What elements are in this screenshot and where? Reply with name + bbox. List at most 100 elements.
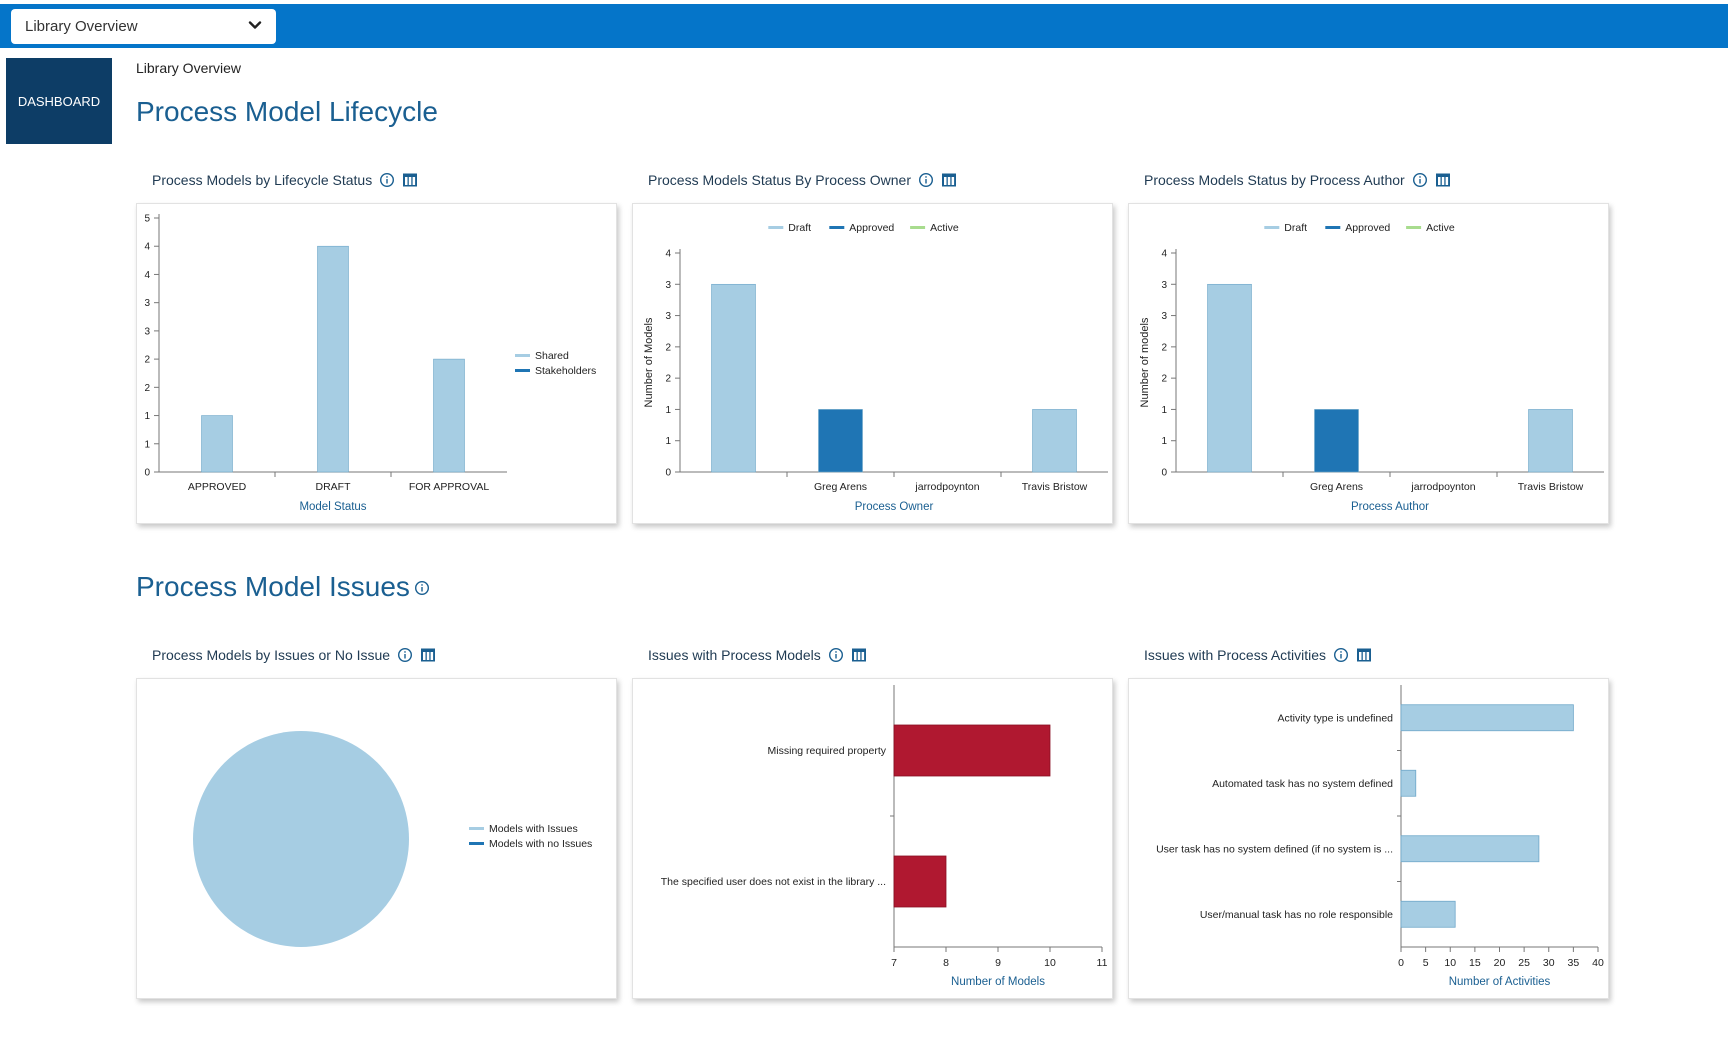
legend-label-active: Active — [1426, 222, 1455, 234]
panel-title-lifecycle: Process Models by Lifecycle Status — [152, 172, 418, 188]
x-tick-label: 0 — [1398, 957, 1404, 969]
y-tick-label: 1 — [144, 439, 150, 450]
legend-label-approved: Approved — [849, 222, 894, 234]
panel-title-owner-text: Process Models Status By Process Owner — [648, 172, 911, 188]
dashboard-nav-label: DASHBOARD — [17, 93, 101, 109]
panel-title-issues-pie-text: Process Models by Issues or No Issue — [152, 647, 391, 663]
y-axis-title: Number of models — [1139, 317, 1151, 407]
x-tick-label: 11 — [1097, 957, 1108, 969]
legend-label: Models with Issues — [489, 823, 578, 835]
owner-info-icon[interactable] — [918, 172, 934, 188]
x-tick-label: FOR APPROVAL — [409, 481, 489, 493]
panel-title-activity-issues-text: Issues with Process Activities — [1144, 647, 1327, 663]
legend-label: Stakeholders — [535, 365, 596, 377]
x-tick-label: jarrodpoynton — [1410, 481, 1475, 493]
bar — [1400, 704, 1574, 732]
legend-label: Shared — [535, 350, 569, 362]
panel-title-author-text: Process Models Status by Process Author — [1144, 172, 1405, 188]
y-tick-label: User task has no system defined (if no s… — [1156, 843, 1393, 855]
y-tick-label: 1 — [1161, 405, 1167, 416]
y-tick-label: 2 — [665, 342, 671, 353]
library-dropdown-label: Library Overview — [25, 18, 138, 35]
y-tick-label: 5 — [144, 214, 150, 225]
issues-pie-info-icon[interactable] — [397, 647, 413, 663]
bar — [893, 855, 947, 908]
chevron-down-icon — [248, 18, 262, 36]
dashboard-nav-button[interactable]: DASHBOARD — [6, 58, 112, 144]
owner-chart: 0 1 1 2 2 3 3 4 Greg Arens jarrodpoynton Travis Br… — [643, 222, 1108, 513]
y-axis-title: Number of Models — [643, 317, 655, 407]
panel-title-model-issues: Issues with Process Models — [648, 647, 867, 663]
x-tick-label: Greg Arens — [814, 481, 867, 493]
activity-issues-info-icon[interactable] — [1333, 647, 1349, 663]
lifecycle-info-icon[interactable] — [379, 172, 395, 188]
library-dropdown[interactable]: Library Overview — [11, 9, 276, 44]
card-activity-issues: 0 5 10 15 20 25 30 35 40 Activity type is undefin… — [1128, 678, 1609, 999]
y-tick-label: Missing required property — [768, 745, 887, 757]
model-issues-info-icon[interactable] — [828, 647, 844, 663]
lifecycle-table-icon[interactable] — [402, 172, 418, 188]
bar-draft — [711, 283, 756, 473]
card-issues-pie: Models with Issues Models with no Issues — [136, 678, 617, 999]
owner-table-icon[interactable] — [941, 172, 957, 188]
section-title-lifecycle: Process Model Lifecycle — [136, 96, 438, 128]
y-tick-label: User/manual task has no role responsible — [1200, 909, 1393, 921]
x-tick-label: 8 — [943, 957, 949, 969]
y-tick-label: 3 — [144, 326, 150, 337]
x-tick-label: Travis Bristow — [1022, 481, 1088, 493]
x-tick-label: 30 — [1543, 957, 1555, 969]
y-tick-label: 1 — [1161, 436, 1167, 447]
author-table-icon[interactable] — [1435, 172, 1451, 188]
bar — [1400, 835, 1540, 863]
y-tick-label: 2 — [144, 383, 150, 394]
bar — [893, 724, 1051, 777]
bar — [1400, 900, 1456, 928]
y-tick-label: 3 — [1161, 311, 1167, 322]
legend-label-active: Active — [930, 222, 959, 234]
x-tick-label: 20 — [1494, 957, 1506, 969]
bar — [1400, 769, 1417, 797]
y-tick-label: 0 — [665, 468, 671, 479]
y-tick-label: Automated task has no system defined — [1212, 778, 1393, 790]
x-tick-label: 15 — [1469, 957, 1481, 969]
model-issues-chart: 7 8 9 10 11 Missing required property The spec… — [661, 685, 1108, 988]
pie-slice — [193, 731, 409, 947]
panel-title-lifecycle-text: Process Models by Lifecycle Status — [152, 172, 373, 188]
issues-pie-chart: Models with Issues Models with no Issues — [193, 731, 592, 947]
legend-label-draft: Draft — [788, 222, 811, 234]
section-issues-info-icon[interactable] — [414, 571, 430, 603]
bar-approved — [1314, 409, 1359, 473]
y-tick-label: 1 — [144, 411, 150, 422]
panel-title-activity-issues: Issues with Process Activities — [1144, 647, 1372, 663]
y-tick-label: The specified user does not exist in the… — [661, 876, 886, 888]
x-tick-label: 40 — [1592, 957, 1604, 969]
y-tick-label: Activity type is undefined — [1277, 712, 1393, 724]
y-tick-label: 2 — [1161, 374, 1167, 385]
section-title-issues-text: Process Model Issues — [136, 571, 410, 602]
x-tick-label: jarrodpoynton — [914, 481, 979, 493]
x-tick-label: DRAFT — [316, 481, 352, 493]
x-axis-title: Number of Activities — [1449, 976, 1551, 988]
activity-issues-table-icon[interactable] — [1356, 647, 1372, 663]
y-tick-label: 3 — [144, 298, 150, 309]
x-tick-label: 10 — [1444, 957, 1456, 969]
activity-issues-chart: 0 5 10 15 20 25 30 35 40 Activity type is undefin… — [1156, 685, 1604, 988]
y-tick-label: 0 — [1161, 468, 1167, 479]
legend-label-draft: Draft — [1284, 222, 1307, 234]
x-tick-label: Greg Arens — [1310, 481, 1363, 493]
x-axis-title: Process Owner — [855, 501, 934, 513]
bar-approved — [818, 409, 863, 473]
author-info-icon[interactable] — [1412, 172, 1428, 188]
x-tick-label: 10 — [1044, 957, 1056, 969]
model-issues-table-icon[interactable] — [851, 647, 867, 663]
card-lifecycle: 0 1 1 2 2 3 3 4 4 5 APPROVED DRAFT FOR APPROVAL Model… — [136, 203, 617, 524]
panel-title-author: Process Models Status by Process Author — [1144, 172, 1451, 188]
card-author: 0 1 1 2 2 3 3 4 Greg Arens jarrodpoynton Travis Br… — [1128, 203, 1609, 524]
top-bar: Library Overview — [0, 4, 1728, 48]
y-tick-label: 3 — [1161, 280, 1167, 291]
x-axis-title: Number of Models — [951, 976, 1045, 988]
y-tick-label: 4 — [144, 242, 150, 253]
bar-shared — [201, 415, 233, 473]
issues-pie-table-icon[interactable] — [420, 647, 436, 663]
legend-label: Models with no Issues — [489, 838, 592, 850]
